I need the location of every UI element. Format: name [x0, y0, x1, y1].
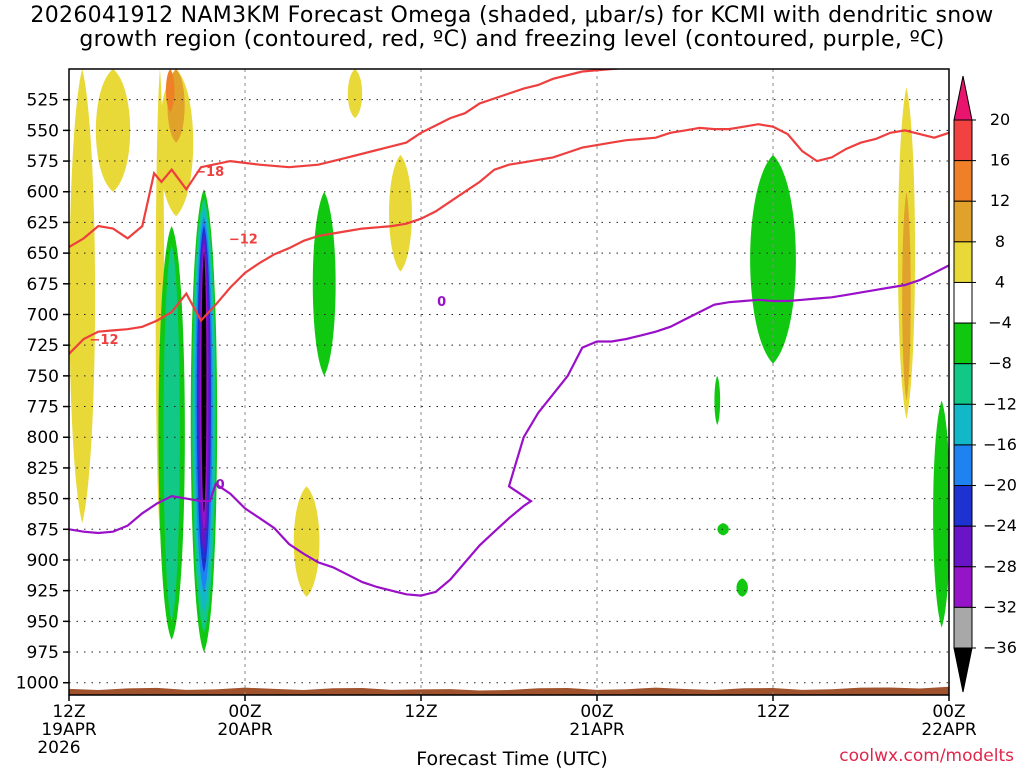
- watermark: coolwx.com/modelts: [839, 746, 1014, 766]
- colorbar-box-5: [953, 281, 973, 324]
- omega-region-7: [347, 69, 363, 119]
- y-tick-label-1000: 1000: [16, 674, 59, 694]
- contour-line-2: [69, 123, 949, 355]
- y-tick-label-575: 575: [27, 152, 59, 172]
- y-tick-label-800: 800: [27, 428, 59, 448]
- contour-label-1-1: −18: [195, 165, 224, 180]
- y-tick-label-825: 825: [27, 459, 59, 479]
- colorbar-bottom-triangle: [953, 647, 973, 693]
- y-tick-label-525: 525: [27, 91, 59, 111]
- colorbar-box-10: [953, 485, 973, 527]
- colorbar-box-12: [953, 566, 973, 608]
- omega-region-1: [69, 69, 96, 524]
- omega-region-11: [902, 191, 911, 401]
- y-axis: 525 550 575 600 625 650 675 700 725 750 775 800 825 8…: [16, 91, 69, 694]
- omega-shading: [69, 69, 949, 695]
- omega-region-16: [736, 578, 748, 597]
- y-tick-label-675: 675: [27, 275, 59, 295]
- title-line-2: growth region (contoured, red, ºC) and f…: [79, 27, 945, 52]
- colorbar-label-11: −24: [983, 516, 1017, 535]
- colorbar-box-1: [953, 119, 973, 162]
- y-tick-label-875: 875: [27, 520, 59, 540]
- colorbar-label-13: −32: [983, 597, 1017, 616]
- x-tick-label-48-1: 12Z: [756, 702, 789, 722]
- omega-region-17: [933, 400, 949, 628]
- colorbar: 20 16 12 8 4 −4 −8 −12 −16 −20 −24 −28 −32 −36: [953, 75, 1017, 693]
- x-tick-label-12-2: 20APR: [217, 720, 273, 740]
- y-tick-label-725: 725: [27, 336, 59, 356]
- omega-region-2: [95, 69, 131, 192]
- y-tick-label-650: 650: [27, 244, 59, 264]
- y-tick-label-700: 700: [27, 305, 59, 325]
- omega-region-14: [714, 375, 721, 425]
- contour-label-3-2: 0: [437, 295, 446, 310]
- omega-region-15: [717, 523, 729, 536]
- colorbar-label-5: 4: [995, 272, 1005, 291]
- updraft-core-1-ring-2: [163, 245, 180, 621]
- x-tick-label-36-2: 21APR: [569, 720, 625, 740]
- contour-label-3-1: 0: [216, 478, 225, 493]
- colorbar-box-3: [953, 200, 973, 243]
- colorbar-label-3: 12: [990, 191, 1010, 210]
- x-tick-label-0-3: 2026: [37, 738, 80, 758]
- ground-surface: [69, 686, 949, 695]
- colorbar-label-14: −36: [983, 638, 1017, 657]
- x-tick-label-60-2: 22APR: [921, 720, 977, 740]
- colorbar-label-7: −8: [988, 354, 1012, 373]
- colorbar-label-10: −20: [983, 476, 1017, 495]
- colorbar-label-6: −4: [988, 313, 1012, 332]
- y-tick-label-950: 950: [27, 612, 59, 632]
- contour-labels: −18 −12 −12 0 0: [90, 165, 447, 493]
- plot-frame: [68, 68, 950, 696]
- y-tick-label-625: 625: [27, 213, 59, 233]
- x-tick-label-0-1: 12Z: [52, 702, 85, 722]
- contour-label-2-2: −12: [229, 232, 258, 247]
- colorbar-top-triangle: [953, 75, 973, 121]
- colorbar-box-6: [953, 322, 973, 365]
- colorbar-label-2: 16: [990, 151, 1010, 170]
- y-tick-label-900: 900: [27, 551, 59, 571]
- colorbar-box-2: [953, 160, 973, 202]
- colorbar-label-12: −28: [983, 557, 1017, 576]
- colorbar-label-9: −16: [983, 435, 1017, 454]
- chart-title: 2026041912 NAM3KM Forecast Omega (shaded…: [0, 4, 1024, 52]
- x-tick-label-36-1: 00Z: [580, 702, 613, 722]
- y-tick-label-925: 925: [27, 582, 59, 602]
- omega-region-8: [389, 154, 412, 272]
- y-tick-label-550: 550: [27, 121, 59, 141]
- omega-region-5: [165, 69, 175, 112]
- y-tick-label-600: 600: [27, 183, 59, 203]
- colorbar-label-1: 20: [990, 110, 1010, 129]
- omega-region-9: [293, 486, 320, 597]
- colorbar-box-11: [953, 525, 973, 568]
- y-tick-label-750: 750: [27, 367, 59, 387]
- y-tick-label-975: 975: [27, 643, 59, 663]
- contour-label-2-1: −12: [90, 333, 119, 348]
- x-axis-title: Forecast Time (UTC): [416, 748, 608, 770]
- colorbar-box-7: [953, 363, 973, 405]
- y-tick-label-775: 775: [27, 398, 59, 418]
- contour-lines: [69, 69, 949, 597]
- y-tick-label-850: 850: [27, 490, 59, 510]
- colorbar-label-4: 8: [995, 232, 1005, 251]
- colorbar-box-8: [953, 403, 973, 446]
- colorbar-label-8: −12: [983, 394, 1017, 413]
- colorbar-box-4: [953, 241, 973, 283]
- contour-line-1: [69, 69, 626, 248]
- x-tick-label-24-1: 12Z: [404, 702, 437, 722]
- colorbar-box-9: [953, 444, 973, 487]
- x-tick-label-60-1: 00Z: [932, 702, 965, 722]
- x-tick-label-12-1: 00Z: [228, 702, 261, 722]
- x-tick-label-0-2: 19APR: [41, 720, 97, 740]
- contour-line-3: [69, 264, 949, 597]
- title-line-1: 2026041912 NAM3KM Forecast Omega (shaded…: [30, 3, 994, 28]
- colorbar-box-13: [953, 606, 973, 649]
